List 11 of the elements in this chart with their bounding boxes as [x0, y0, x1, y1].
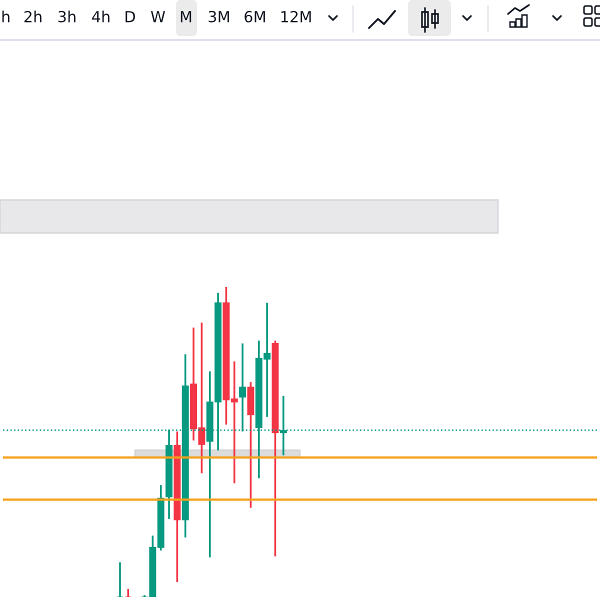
text: h [2, 10, 10, 22]
text: M [180, 11, 192, 22]
text: 6M [244, 10, 265, 22]
text: 3M [208, 10, 229, 22]
text: 12M [281, 10, 311, 22]
text: 4h [92, 10, 110, 22]
candlestick [116, 561, 124, 597]
text: W [150, 11, 166, 22]
text: 2h [24, 10, 42, 22]
text: D [126, 11, 135, 22]
text: 3h [58, 10, 76, 22]
